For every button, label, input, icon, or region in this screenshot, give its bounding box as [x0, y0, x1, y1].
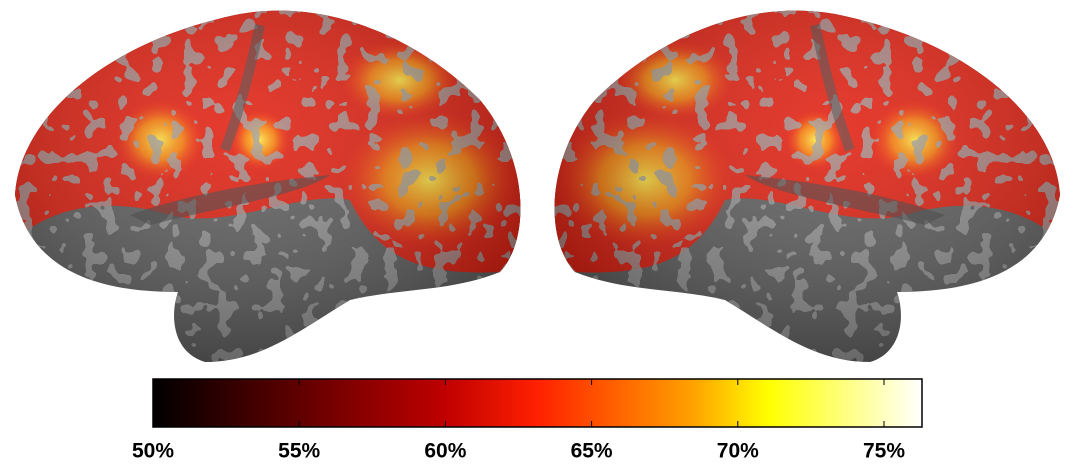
tick-label: 70% — [717, 440, 759, 463]
tick-label: 60% — [424, 440, 466, 463]
left-hemisphere — [0, 0, 530, 370]
tick-label: 65% — [571, 440, 613, 463]
right-hemisphere — [545, 0, 1075, 370]
colorbar — [153, 379, 922, 427]
figure: 50% 55% 60% 65% 70% 75% — [0, 0, 1075, 466]
tick-label: 50% — [132, 440, 174, 463]
tick-label: 55% — [278, 440, 320, 463]
tick-label: 75% — [863, 440, 905, 463]
